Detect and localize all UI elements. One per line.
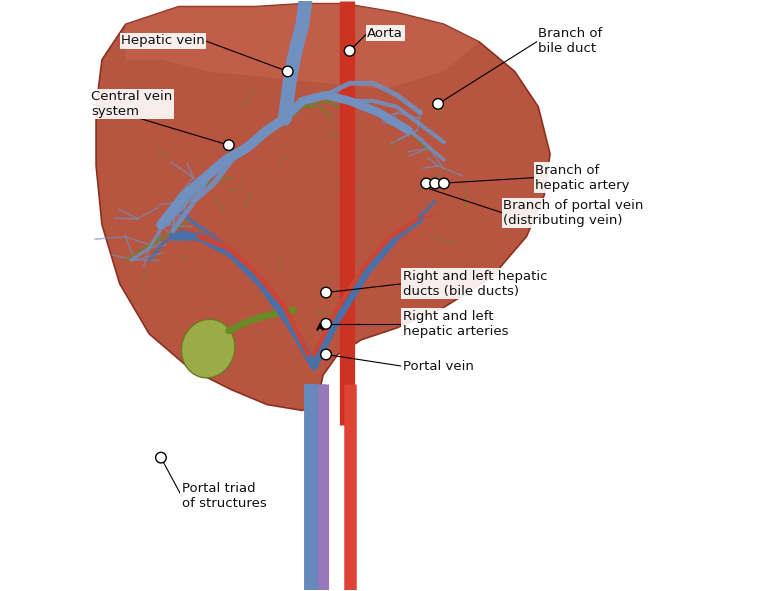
Text: Hepatic vein: Hepatic vein xyxy=(122,34,205,47)
Text: Branch of portal vein
(distributing vein): Branch of portal vein (distributing vein… xyxy=(503,199,643,227)
Circle shape xyxy=(430,178,440,189)
Text: Portal triad
of structures: Portal triad of structures xyxy=(182,482,266,510)
Text: Branch of
hepatic artery: Branch of hepatic artery xyxy=(535,164,630,191)
Ellipse shape xyxy=(182,319,235,378)
Text: Right and left hepatic
ducts (bile ducts): Right and left hepatic ducts (bile ducts… xyxy=(403,269,547,298)
Polygon shape xyxy=(96,4,550,411)
Circle shape xyxy=(439,178,449,189)
Circle shape xyxy=(321,349,331,360)
Text: Right and left
hepatic arteries: Right and left hepatic arteries xyxy=(403,310,508,338)
Circle shape xyxy=(421,178,431,189)
Circle shape xyxy=(283,66,293,77)
Circle shape xyxy=(321,319,331,329)
Circle shape xyxy=(223,140,234,151)
Circle shape xyxy=(344,46,355,56)
Circle shape xyxy=(156,452,166,463)
Text: Aorta: Aorta xyxy=(367,27,403,40)
Polygon shape xyxy=(126,4,480,89)
Text: Portal vein: Portal vein xyxy=(403,360,474,373)
Circle shape xyxy=(321,287,331,298)
Circle shape xyxy=(433,99,444,109)
Text: Central vein
system: Central vein system xyxy=(92,90,172,118)
Text: Branch of
bile duct: Branch of bile duct xyxy=(538,27,603,55)
